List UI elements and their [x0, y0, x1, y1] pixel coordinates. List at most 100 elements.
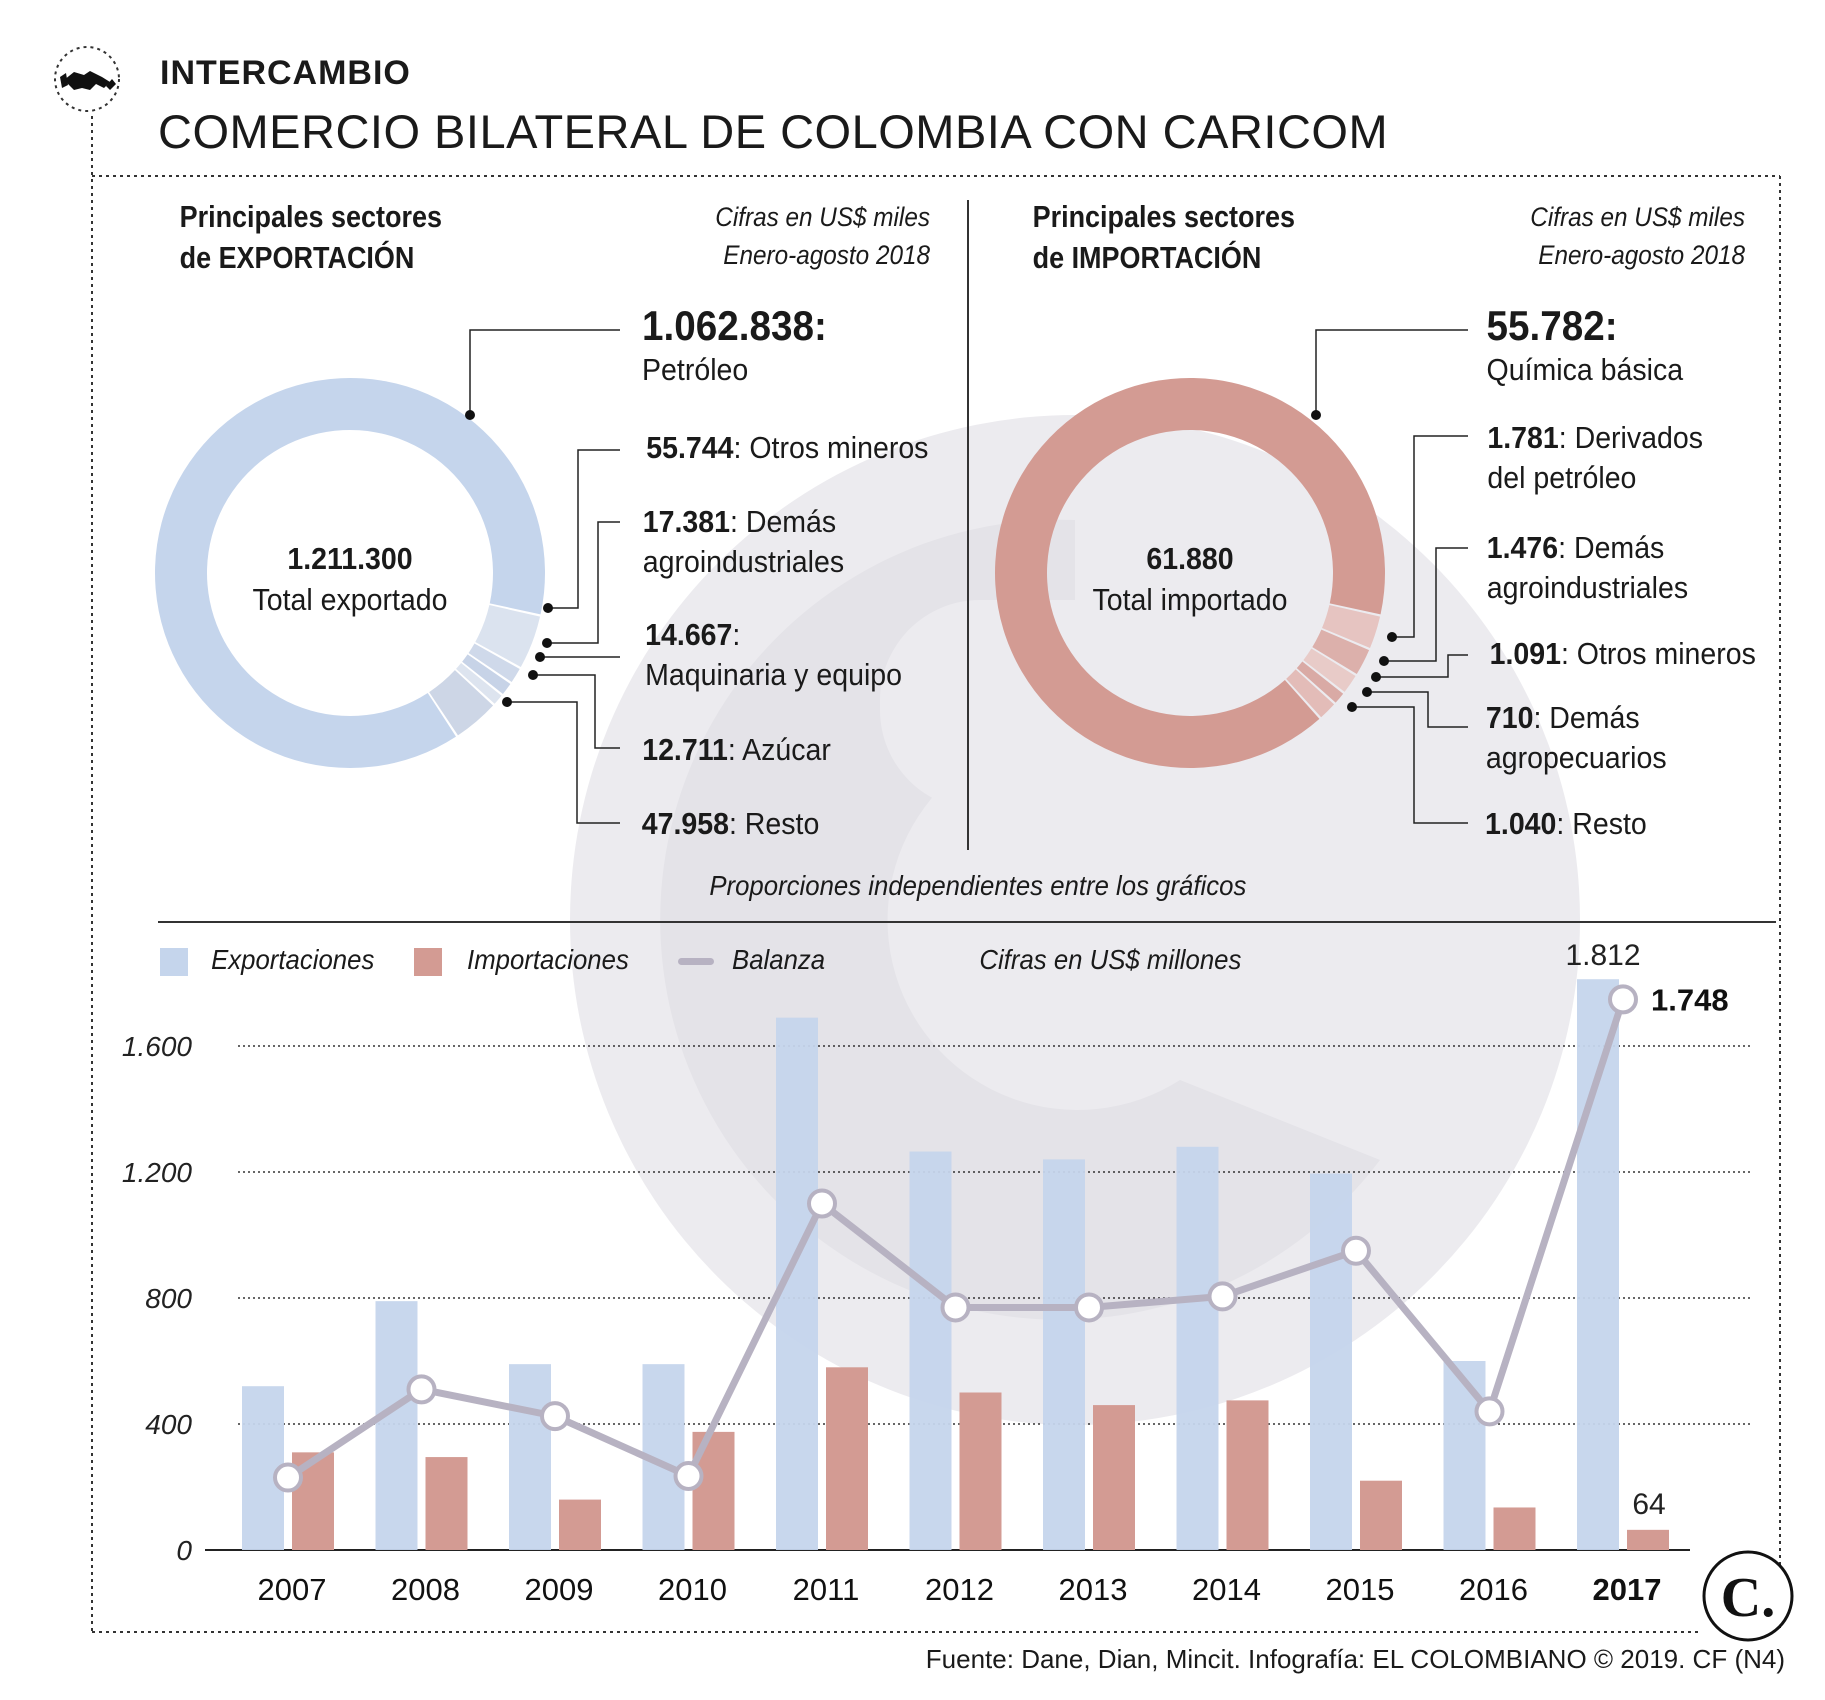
balance-point [540, 1401, 570, 1432]
export-title-line2: de EXPORTACIÓN [179, 240, 415, 275]
export-bar [1176, 1146, 1219, 1550]
donut-slice [475, 605, 541, 668]
balance-point [1608, 984, 1638, 1015]
balance-annotation: 1.748 [1651, 982, 1729, 1017]
export-note-line2: Enero-agosto 2018 [723, 240, 930, 270]
import-annotation: 64 [1632, 1488, 1665, 1521]
chart-units: Cifras en US$ millones [979, 944, 1242, 975]
export-item: 12.711: Azúcar [642, 730, 831, 770]
import-bar [1093, 1405, 1135, 1550]
import-total-value: 61.880 [1146, 541, 1234, 576]
donut-slice [1322, 605, 1381, 648]
export-annotation: 1.812 [1565, 939, 1640, 972]
import-main-sector: Química básica [1486, 352, 1684, 387]
export-item-value: 55.744 [646, 430, 734, 465]
balance-point [273, 1462, 303, 1493]
export-item-value: 14.667 [645, 617, 733, 652]
export-main-sep: : [813, 302, 827, 349]
export-donut-slices [154, 378, 545, 768]
x-tick-label: 2015 [1326, 1572, 1395, 1607]
export-total-value: 1.211.300 [287, 541, 413, 576]
legend-imports-swatch [414, 948, 442, 976]
export-item-value: 12.711 [642, 732, 728, 767]
import-leaders [1315, 329, 1468, 824]
balance-point [1207, 1281, 1238, 1312]
import-bar [826, 1367, 868, 1550]
export-bar [1310, 1173, 1352, 1550]
x-tick-label: 2014 [1192, 1572, 1261, 1607]
export-bar [1043, 1159, 1085, 1550]
export-item-value: 47.958 [641, 806, 729, 841]
x-tick-label: 2012 [925, 1572, 994, 1607]
import-title-line2: de IMPORTACIÓN [1032, 240, 1262, 275]
import-item: 710: Demás agropecuarios [1486, 698, 1667, 778]
export-item-label2: agroindustriales [642, 544, 845, 579]
page-title: COMERCIO BILATERAL DE COLOMBIA CON CARIC… [158, 105, 1389, 158]
balance-line [286, 998, 1627, 1481]
export-bar [375, 1301, 418, 1550]
balance-point [807, 1188, 837, 1219]
export-item-label: : [732, 617, 741, 652]
y-tick-label: 0 [176, 1535, 192, 1566]
export-bar [1443, 1361, 1486, 1550]
x-tick-label: 2009 [525, 1572, 594, 1607]
legend-exports-swatch [160, 948, 188, 976]
import-item: 1.091: Otros mineros [1490, 634, 1756, 674]
import-item-value: 1.091 [1489, 636, 1561, 671]
import-item-label: : Demás [1558, 530, 1665, 565]
source-credit: Fuente: Dane, Dian, Mincit. Infografía: … [925, 1644, 1785, 1674]
balance-point [673, 1460, 704, 1491]
import-item-label: : Demás [1533, 700, 1640, 735]
import-item-label: : Derivados [1558, 420, 1703, 455]
import-item-value: 710 [1485, 700, 1534, 735]
export-bar [909, 1151, 952, 1550]
donut-slice [429, 670, 494, 736]
export-item-label2: Maquinaria y equipo [645, 657, 903, 692]
import-item-label: : Otros mineros [1560, 636, 1756, 671]
export-item-label: : Demás [729, 504, 837, 539]
proportions-note: Proporciones independientes entre los gr… [709, 870, 1247, 901]
donut-slice [1303, 648, 1356, 692]
export-item-label: : Otros mineros [733, 430, 929, 465]
import-item-value: 1.781 [1487, 420, 1559, 455]
export-leaders [469, 329, 620, 824]
import-note: Cifras en US$ miles Enero-agosto 2018 [1430, 198, 1745, 274]
import-bar [1627, 1529, 1669, 1550]
export-note-line1: Cifras en US$ miles [715, 202, 930, 232]
import-item: 1.040: Resto [1485, 804, 1647, 844]
import-item-label2: agropecuarios [1485, 740, 1667, 775]
export-total-label: Total exportado [252, 582, 448, 617]
x-tick-label: 2007 [258, 1572, 327, 1607]
export-main-label: 1.062.838: Petróleo [642, 305, 827, 390]
export-leader-dots [465, 410, 553, 707]
import-item: 1.476: Demás agroindustriales [1487, 528, 1688, 608]
legend-balance-label: Balanza [732, 944, 826, 975]
legend-balance-swatch [678, 958, 714, 965]
import-note-line1: Cifras en US$ miles [1530, 202, 1745, 232]
import-item-value: 1.040 [1485, 806, 1557, 841]
balance-point [1074, 1292, 1104, 1323]
donut-slice [1286, 669, 1335, 718]
export-item-label: : Azúcar [727, 732, 831, 767]
export-item: 14.667: Maquinaria y equipo [645, 615, 902, 695]
export-total: 1.211.300 Total exportado [212, 538, 488, 620]
el-colombiano-logo: C. [1702, 1550, 1794, 1642]
import-item-value: 1.476 [1486, 530, 1559, 565]
balance-point [1341, 1235, 1371, 1266]
legend-exports-label: Exportaciones [211, 944, 375, 975]
import-bar [1493, 1507, 1536, 1550]
export-item-label: : Resto [728, 806, 820, 841]
import-bar [1360, 1480, 1402, 1550]
x-tick-label: 2017 [1593, 1572, 1662, 1607]
x-tick-label: 2010 [658, 1572, 727, 1607]
y-tick-label: 1.600 [122, 1031, 192, 1062]
export-main-value: 1.062.838 [642, 302, 814, 349]
import-title: Principales sectores de IMPORTACIÓN [1033, 196, 1295, 278]
x-tick-label: 2016 [1459, 1572, 1528, 1607]
export-title-line1: Principales sectores [179, 199, 442, 234]
y-tick-label: 400 [145, 1409, 192, 1440]
import-item-label2: del petróleo [1487, 460, 1637, 495]
